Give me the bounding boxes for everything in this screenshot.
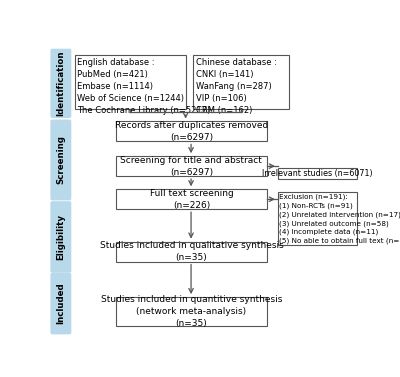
FancyBboxPatch shape (50, 201, 71, 273)
Text: Studies included in qualitative synthesis
(n=35): Studies included in qualitative synthesi… (100, 241, 283, 262)
Text: Chinese database :
CNKI (n=141)
WanFang (n=287)
VIP (n=106)
CBM (n=162): Chinese database : CNKI (n=141) WanFang … (196, 58, 276, 115)
FancyBboxPatch shape (116, 121, 267, 141)
Text: Studies included in quantitive synthesis
(network meta-analysis)
(n=35): Studies included in quantitive synthesis… (101, 295, 282, 328)
Text: Full text screening
(n=226): Full text screening (n=226) (150, 188, 233, 210)
Text: Eligibility: Eligibility (56, 214, 65, 260)
Text: Included: Included (56, 283, 65, 324)
FancyBboxPatch shape (50, 49, 71, 118)
FancyBboxPatch shape (278, 192, 357, 245)
Text: Screening for title and abstract
(n=6297): Screening for title and abstract (n=6297… (120, 156, 262, 177)
Text: Irrelevant studies (n=6071): Irrelevant studies (n=6071) (262, 169, 373, 178)
FancyBboxPatch shape (50, 120, 71, 201)
FancyBboxPatch shape (116, 189, 267, 209)
FancyBboxPatch shape (278, 169, 357, 179)
FancyBboxPatch shape (50, 273, 71, 334)
Text: Identification: Identification (56, 51, 65, 116)
FancyBboxPatch shape (116, 242, 267, 262)
Text: Screening: Screening (56, 136, 65, 184)
FancyBboxPatch shape (193, 55, 289, 109)
Text: Exclusion (n=191):
(1) Non-RCTs (n=91)
(2) Unrelated intervention (n=17)
(3) Unr: Exclusion (n=191): (1) Non-RCTs (n=91) (… (279, 194, 400, 244)
Text: Records after duplicates removed
(n=6297): Records after duplicates removed (n=6297… (115, 121, 268, 142)
Text: English database :
PubMed (n=421)
Embase (n=1114)
Web of Science (n=1244)
The Co: English database : PubMed (n=421) Embase… (77, 58, 210, 115)
FancyBboxPatch shape (75, 55, 186, 109)
FancyBboxPatch shape (116, 297, 267, 326)
FancyBboxPatch shape (116, 156, 267, 176)
